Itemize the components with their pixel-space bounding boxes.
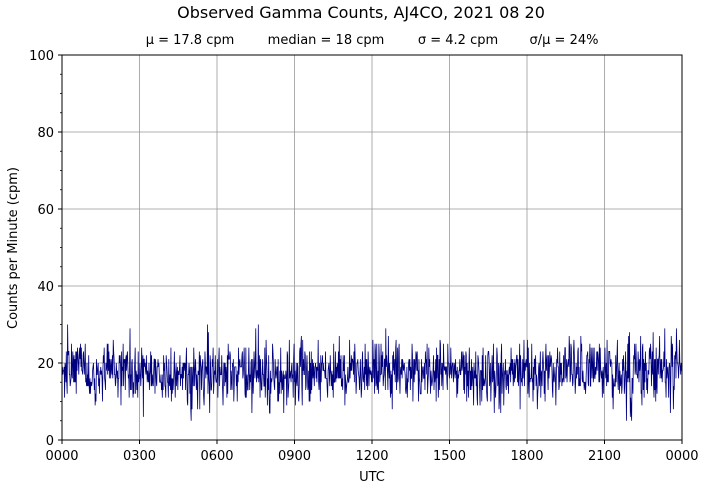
x-tick-label: 0000 [45,449,78,464]
y-tick-label: 20 [37,357,54,372]
x-tick-label: 0000 [665,449,698,464]
x-tick-label: 2100 [588,449,621,464]
stat-median: median = 18 cpm [268,33,385,48]
y-tick-label: 40 [37,280,54,295]
data-series [61,324,682,421]
stat-cv: σ/μ = 24% [530,33,599,48]
grid [62,55,682,440]
x-tick-label: 0300 [123,449,156,464]
gamma-count-line [61,324,682,421]
x-tick-label: 1200 [355,449,388,464]
x-tick-label: 1800 [510,449,543,464]
stat-sigma: σ = 4.2 cpm [418,33,498,48]
y-tick-label: 100 [29,49,54,64]
y-tick-label: 0 [46,434,54,449]
stat-mean: μ = 17.8 cpm [146,33,235,48]
chart-title: Observed Gamma Counts, AJ4CO, 2021 08 20 [177,3,545,22]
stats-line: μ = 17.8 cpm median = 18 cpm σ = 4.2 cpm… [146,33,599,48]
x-tick-label: 0900 [278,449,311,464]
x-tick-label: 1500 [433,449,466,464]
y-axis: 0 20 40 60 80 100 [29,49,62,449]
x-tick-label: 0600 [200,449,233,464]
x-axis-label: UTC [359,470,385,485]
y-tick-label: 80 [37,126,54,141]
y-tick-label: 60 [37,203,54,218]
x-axis: 0000 0300 0600 0900 1200 1500 1800 2100 0000 [45,440,699,464]
y-axis-label: Counts per Minute (cpm) [6,167,21,329]
